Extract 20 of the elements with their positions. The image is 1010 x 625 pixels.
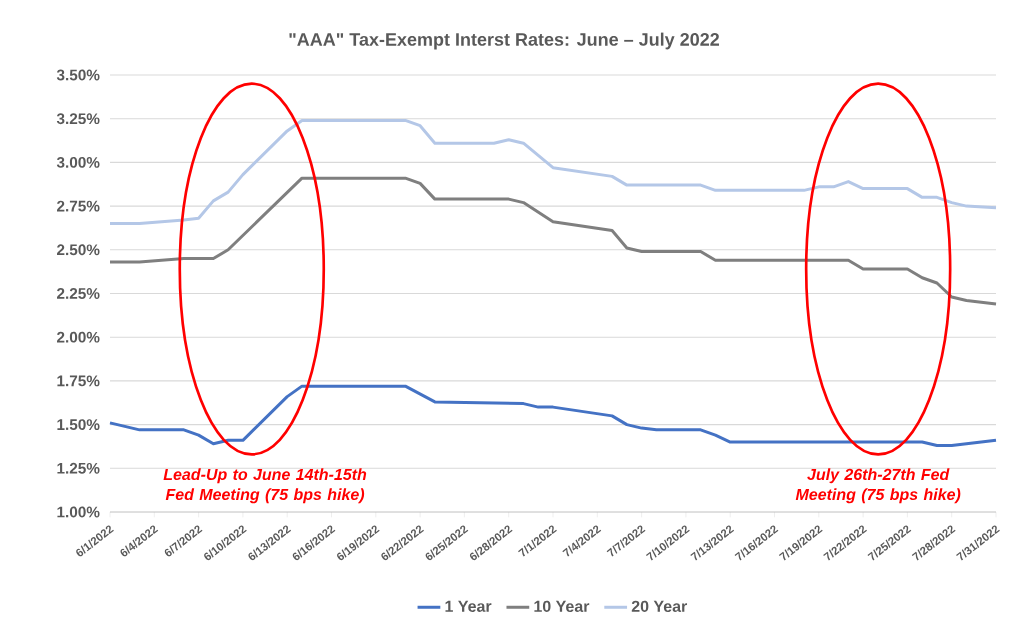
y-tick-label: 1.50%	[57, 419, 100, 431]
line-series	[108, 118, 998, 226]
y-tick-label: 3.50%	[56, 69, 100, 81]
annotation: July 26th-27th Fed Meeting (75 bps hike)	[795, 468, 961, 504]
y-tick-label: 1.25%	[57, 462, 100, 474]
annotation: Lead-Up to June 14th-15th Fed Meeting (75 bps hike)	[163, 468, 367, 504]
y-tick-label: 3.00%	[56, 156, 100, 168]
legend-label: 10 Year	[534, 600, 590, 612]
line-series	[108, 384, 998, 448]
y-tick-label: 2.00%	[57, 331, 100, 343]
y-tick-label: 3.25%	[56, 113, 100, 125]
y-tick-label: 1.75%	[57, 375, 100, 387]
legend-label: 20 Year	[631, 600, 688, 612]
y-tick-label: 1.00%	[57, 506, 100, 518]
y-tick-label: 2.50%	[57, 244, 100, 256]
legend-label: 1 Year	[445, 600, 492, 612]
line-series	[108, 176, 998, 306]
y-tick-label: 2.25%	[57, 288, 100, 299]
y-tick-label: 2.75%	[57, 200, 100, 212]
chart-title: "AAA" Tax-Exempt Interst Rates: June – July 2022	[289, 32, 719, 50]
